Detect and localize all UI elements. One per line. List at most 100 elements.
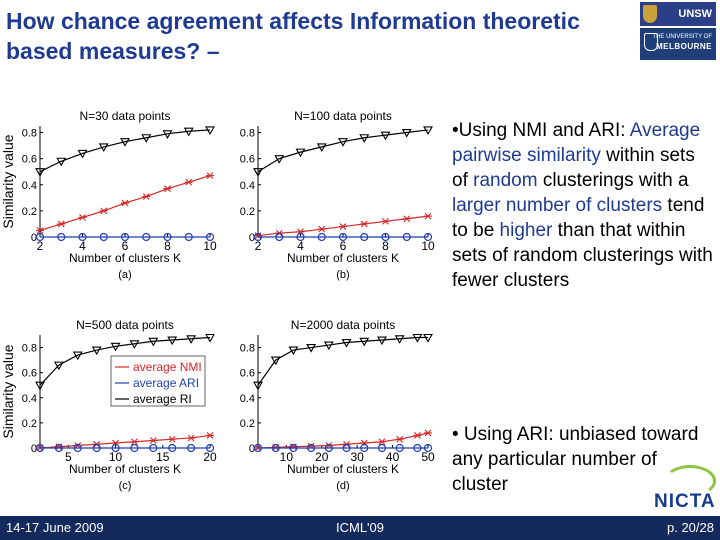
data-point-nmi <box>206 172 214 180</box>
data-point-ri <box>306 344 317 353</box>
data-point-ari <box>360 443 369 453</box>
data-point-ri <box>423 333 433 343</box>
data-point-ari <box>377 443 387 453</box>
data-point-ari <box>253 443 263 453</box>
data-point-ari <box>360 232 369 242</box>
data-point-nmi <box>57 220 66 228</box>
data-point-ari <box>275 232 284 242</box>
unsw-logo-text: UNSW <box>678 8 712 20</box>
melbourne-crest-icon <box>644 33 658 51</box>
x-axis-label: Number of clusters K <box>287 462 399 476</box>
data-point-nmi <box>168 435 177 443</box>
y-tick-label: 0.4 <box>22 180 37 192</box>
x-tick-label: 10 <box>280 450 294 464</box>
data-point-ari <box>423 232 433 242</box>
bullet-highlight: larger number of clusters <box>452 195 663 216</box>
data-point-ari <box>163 232 172 242</box>
x-tick-label: 15 <box>156 450 170 464</box>
data-point-ari <box>35 443 45 453</box>
chart-title: N=30 data points <box>79 109 170 123</box>
data-point-ari <box>142 232 151 242</box>
data-point-nmi <box>317 225 326 233</box>
bullet-ari-unbiased: • Using ARI: unbiased toward any particu… <box>452 424 699 495</box>
nicta-logo-text: NICTA <box>654 491 716 512</box>
data-point-ari <box>35 232 45 242</box>
x-axis-label: Number of clusters K <box>287 251 399 265</box>
y-tick-label: 0.8 <box>22 128 37 140</box>
data-point-ari <box>395 443 404 453</box>
data-point-ri <box>253 381 263 391</box>
data-point-ri <box>148 337 159 347</box>
data-point-nmi-stroke <box>424 212 432 220</box>
data-point-ri <box>394 335 405 344</box>
data-point-ri <box>35 381 45 391</box>
data-point-nmi-stroke <box>142 193 150 200</box>
series-line-2 <box>39 336 211 386</box>
data-point-nmi-stroke <box>131 438 138 446</box>
data-point-nmi-stroke <box>57 220 65 228</box>
chart-panel-4: N=2000 data points 0 0.2 0.4 0.6 0.8 10 20 30 40 5… <box>240 318 435 492</box>
data-point-ari <box>381 232 390 242</box>
y-tick-label: 0.4 <box>240 393 255 405</box>
data-point-ari <box>342 443 351 453</box>
data-point-ri <box>205 333 215 343</box>
data-point-ri <box>162 130 173 139</box>
legend-label: average RI <box>133 392 192 406</box>
x-tick-label: 20 <box>315 450 329 464</box>
y-tick-label: 0.6 <box>22 154 37 166</box>
data-point-ari <box>402 232 411 242</box>
bullet-highlight: random <box>473 170 538 191</box>
y-tick-label: 0.2 <box>22 418 37 430</box>
legend: average NMI average ARI average RI <box>110 355 206 407</box>
legend-box <box>110 355 206 407</box>
y-tick-label: 0.6 <box>22 368 37 380</box>
data-point-nmi <box>424 429 432 437</box>
y-tick-label: 0 <box>249 232 255 244</box>
x-tick-label: 2 <box>255 239 262 253</box>
data-point-ari <box>324 443 333 453</box>
x-tick-label: 2 <box>37 239 44 253</box>
chart-title: N=2000 data points <box>291 318 395 332</box>
data-point-ari <box>253 232 263 242</box>
data-point-ari <box>78 232 87 242</box>
x-tick-label: 50 <box>421 450 435 464</box>
data-point-ri <box>423 126 433 136</box>
panel-label: (d) <box>336 480 349 492</box>
data-point-ari <box>168 443 177 453</box>
y-tick-label: 0.8 <box>22 343 37 355</box>
data-point-ari <box>296 232 305 242</box>
nicta-swirl-icon <box>664 465 716 497</box>
data-point-ri <box>183 127 194 137</box>
x-tick-label: 10 <box>421 239 435 253</box>
data-point-ri <box>359 337 370 347</box>
data-point-nmi <box>402 215 411 223</box>
y-tick-label: 0.6 <box>240 154 255 166</box>
data-point-nmi-stroke <box>206 172 214 180</box>
data-point-nmi-stroke <box>396 435 404 443</box>
data-point-ari <box>205 443 215 453</box>
data-point-nmi <box>121 199 129 207</box>
data-point-ari <box>205 232 215 242</box>
x-tick-label: 6 <box>122 239 129 253</box>
data-point-ri <box>295 148 306 158</box>
data-point-ri <box>129 340 140 349</box>
data-point-nmi <box>395 435 404 443</box>
nicta-logo: NICTA <box>650 461 720 513</box>
panel-label: (c) <box>119 480 132 492</box>
data-point-nmi-stroke <box>378 438 386 446</box>
series-line-2 <box>39 129 211 173</box>
chart-panel-1: N=30 data points 0 0.2 0.4 0.6 0.8 2 4 6 8 10 Numbe… <box>0 109 217 281</box>
data-point-ri <box>72 351 83 361</box>
y-tick-label: 0.2 <box>240 418 255 430</box>
data-point-nmi <box>142 193 151 200</box>
data-point-ari <box>338 232 348 242</box>
y-tick-label: 0.8 <box>240 343 255 355</box>
y-tick-label: 0.4 <box>240 180 255 192</box>
x-axis-label: Number of clusters K <box>69 462 181 476</box>
y-tick-label: 0.6 <box>240 368 255 380</box>
data-point-nmi <box>184 178 193 186</box>
data-point-ari <box>111 443 120 453</box>
data-point-ri <box>167 336 178 346</box>
data-point-nmi-stroke <box>149 437 157 444</box>
footer-page: p. 20/28 <box>667 520 714 535</box>
